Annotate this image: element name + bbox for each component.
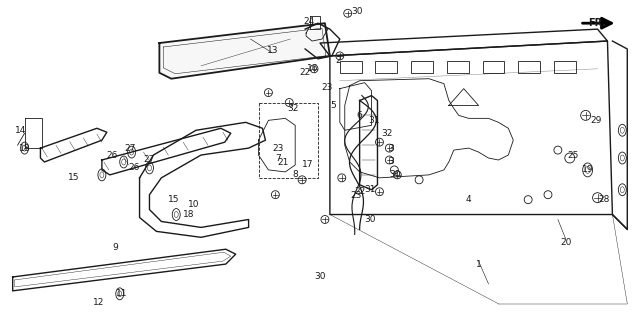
Text: 6: 6 (357, 111, 363, 120)
Text: 11: 11 (116, 289, 128, 298)
Text: 27: 27 (124, 144, 135, 153)
Text: 2: 2 (335, 56, 340, 65)
Text: 22: 22 (354, 187, 365, 196)
Bar (447, 61, 469, 73)
Polygon shape (159, 23, 330, 79)
Text: 13: 13 (267, 46, 278, 55)
Text: 32: 32 (288, 104, 299, 113)
Text: 14: 14 (15, 126, 26, 135)
Text: 30: 30 (364, 215, 375, 224)
Text: 4: 4 (466, 195, 472, 204)
Text: 19: 19 (582, 165, 593, 174)
Bar (483, 61, 504, 73)
Text: 15: 15 (168, 195, 179, 204)
Text: 3: 3 (389, 144, 394, 153)
Text: 1: 1 (476, 260, 481, 268)
Text: 31: 31 (364, 185, 375, 194)
Text: 16: 16 (307, 64, 319, 73)
Text: 3: 3 (389, 157, 394, 166)
Bar (411, 61, 433, 73)
Text: 27: 27 (144, 156, 155, 164)
Text: 30: 30 (351, 7, 363, 16)
Text: 29: 29 (590, 116, 601, 125)
Text: 23: 23 (321, 83, 333, 92)
Text: 21: 21 (277, 158, 289, 167)
Text: 26: 26 (106, 150, 117, 160)
Text: 8: 8 (292, 170, 298, 180)
Text: 15: 15 (69, 173, 80, 182)
Text: 18: 18 (19, 144, 30, 153)
Text: 17: 17 (302, 160, 314, 170)
Bar (340, 61, 361, 73)
Bar (554, 61, 576, 73)
Bar (518, 61, 540, 73)
Text: 5: 5 (330, 101, 336, 110)
Text: 9: 9 (112, 243, 117, 252)
Text: 18: 18 (184, 210, 195, 219)
Text: 32: 32 (382, 129, 393, 138)
Text: 22: 22 (300, 68, 311, 77)
Text: 23: 23 (350, 191, 361, 200)
Text: 23: 23 (272, 144, 284, 153)
Text: 31: 31 (369, 116, 380, 125)
Bar (375, 61, 398, 73)
Text: 12: 12 (93, 298, 105, 307)
Text: 10: 10 (189, 200, 200, 209)
Text: 30: 30 (389, 170, 401, 180)
Text: 28: 28 (599, 195, 610, 204)
Text: 26: 26 (128, 164, 139, 172)
Text: 20: 20 (560, 238, 572, 247)
Text: 30: 30 (314, 272, 326, 282)
Text: FR.: FR. (589, 18, 606, 28)
Text: 24: 24 (304, 17, 315, 26)
Text: 7: 7 (276, 154, 281, 163)
Text: 25: 25 (567, 150, 578, 160)
